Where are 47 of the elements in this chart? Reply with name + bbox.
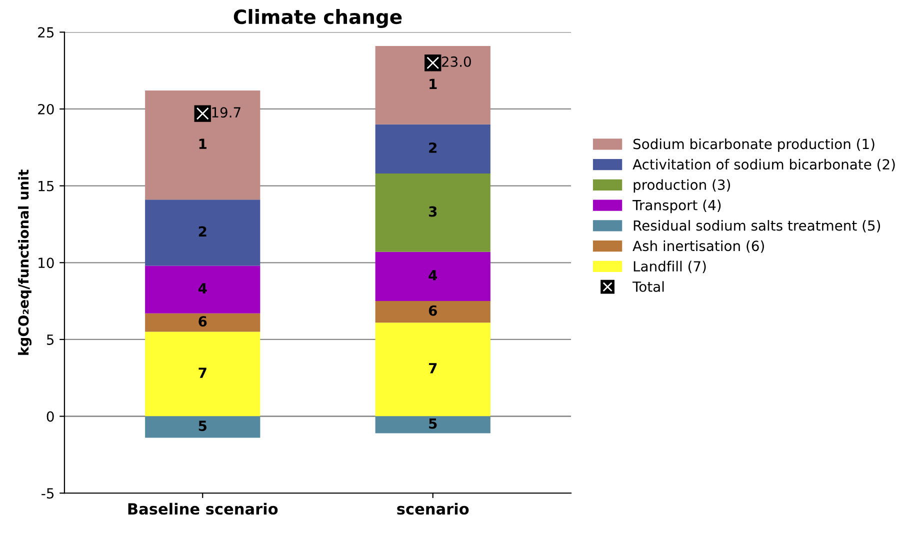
bar bbox=[375, 252, 490, 302]
annotation: 7 bbox=[428, 363, 437, 374]
y-tick-label: 10 bbox=[38, 258, 54, 268]
legend-label: Sodium bicarbonate production (1) bbox=[633, 138, 874, 152]
y-tick-label: 0 bbox=[46, 411, 54, 422]
annotation: 2 bbox=[429, 142, 436, 153]
y-tick-label: 5 bbox=[46, 334, 54, 345]
legend-label: Ash inertisation (6) bbox=[632, 240, 764, 253]
bar bbox=[375, 174, 490, 252]
bar bbox=[375, 301, 490, 323]
legend-label: Landfill (7) bbox=[634, 260, 706, 274]
annotation: 4 bbox=[428, 270, 438, 280]
y-tick-label: -5 bbox=[42, 488, 54, 499]
data-label: 23.0 bbox=[442, 56, 471, 67]
annotation: 1 bbox=[199, 138, 206, 149]
bar bbox=[375, 124, 490, 174]
annotation: 4 bbox=[198, 283, 207, 294]
annotation: 6 bbox=[428, 305, 437, 316]
bar bbox=[145, 313, 260, 332]
bar bbox=[145, 416, 260, 438]
bar bbox=[145, 200, 260, 266]
annotation: 1 bbox=[430, 78, 437, 90]
bar bbox=[145, 332, 260, 416]
annotation: 5 bbox=[198, 420, 206, 432]
x-tick-label: Baseline scenario bbox=[128, 502, 278, 515]
annotation: 7 bbox=[198, 368, 206, 378]
y-tick-label: 15 bbox=[38, 180, 54, 192]
annotation: 2 bbox=[198, 226, 206, 237]
data-label: 19.7 bbox=[212, 107, 240, 118]
legend-label: Activitation of sodium bicarbonate (2) bbox=[632, 158, 895, 172]
annotation: 3 bbox=[428, 206, 437, 217]
legend-label: Total bbox=[632, 281, 664, 292]
bar bbox=[375, 416, 490, 434]
y-tick-label: 25 bbox=[38, 27, 54, 38]
legend-label: Transport (4) bbox=[632, 200, 721, 214]
bar bbox=[145, 266, 260, 314]
bar bbox=[145, 90, 260, 200]
legend-label: Residual sodium salts treatment (5) bbox=[634, 220, 880, 232]
annotation: 6 bbox=[198, 316, 207, 327]
y-axis-title: kgCO₂eq/functional unit bbox=[18, 170, 32, 355]
bar bbox=[375, 46, 490, 124]
legend-label: production (3) bbox=[634, 179, 730, 193]
chart-title: Climate change bbox=[234, 9, 402, 28]
bar bbox=[375, 322, 490, 416]
y-tick-label: 20 bbox=[38, 104, 54, 114]
x-tick-label: scenario bbox=[397, 502, 469, 515]
annotation: 5 bbox=[429, 418, 437, 429]
